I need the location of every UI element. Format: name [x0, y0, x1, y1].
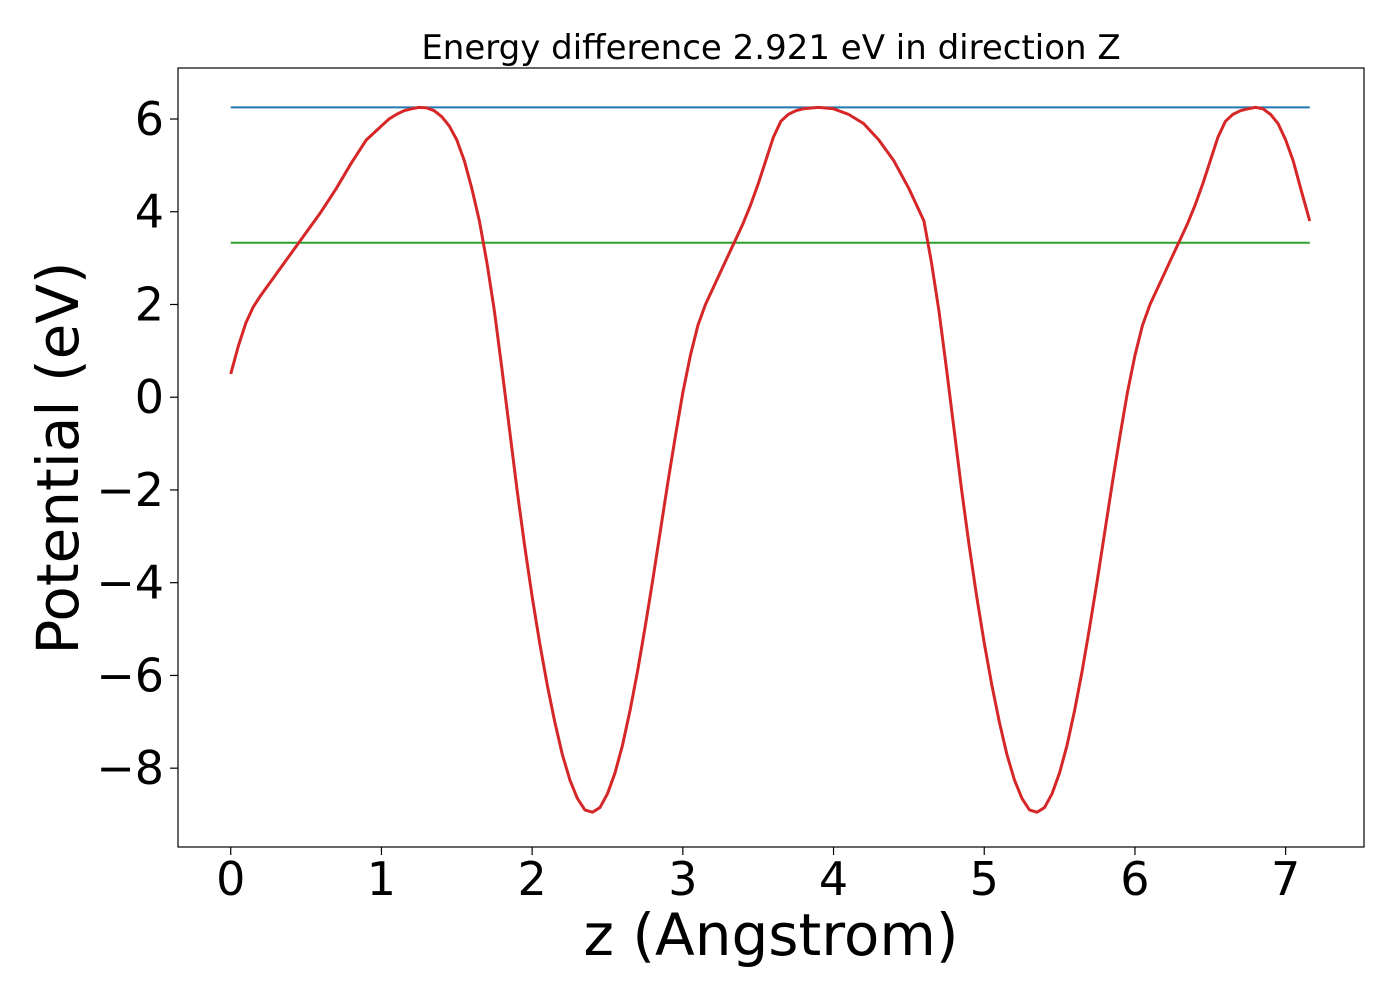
x-tick-label: 5 [970, 852, 999, 906]
x-tick-label: 6 [1120, 852, 1149, 906]
y-axis: 6 4 2 0 −2 −4 −6 −8 [96, 92, 178, 795]
x-tick-label: 0 [216, 852, 245, 906]
x-axis: 0 1 2 3 4 5 6 7 [216, 847, 1300, 906]
y-tick-label: −2 [96, 463, 164, 517]
series-line-0 [229, 105, 1312, 814]
y-tick-label: −4 [96, 556, 164, 610]
plot-area [177, 67, 1365, 848]
y-axis-label: Potential (eV) [24, 261, 92, 654]
x-tick-label: 2 [518, 852, 547, 906]
y-tick-label: 6 [135, 92, 164, 146]
y-tick-label: 2 [135, 277, 164, 331]
chart-title: Energy difference 2.921 eV in direction … [421, 28, 1120, 68]
x-tick-label: 1 [367, 852, 396, 906]
hline-layer [230, 106, 1310, 244]
x-tick-label: 7 [1271, 852, 1300, 906]
series-layer [229, 105, 1312, 814]
x-tick-label: 3 [668, 852, 697, 906]
plot-frame [177, 67, 1365, 848]
y-tick-label: 4 [135, 185, 164, 239]
y-tick-label: −8 [96, 741, 164, 795]
x-tick-label: 4 [819, 852, 848, 906]
y-tick-label: −6 [96, 648, 164, 702]
x-axis-label: z (Angstrom) [584, 901, 959, 969]
y-tick-label: 0 [135, 370, 164, 424]
